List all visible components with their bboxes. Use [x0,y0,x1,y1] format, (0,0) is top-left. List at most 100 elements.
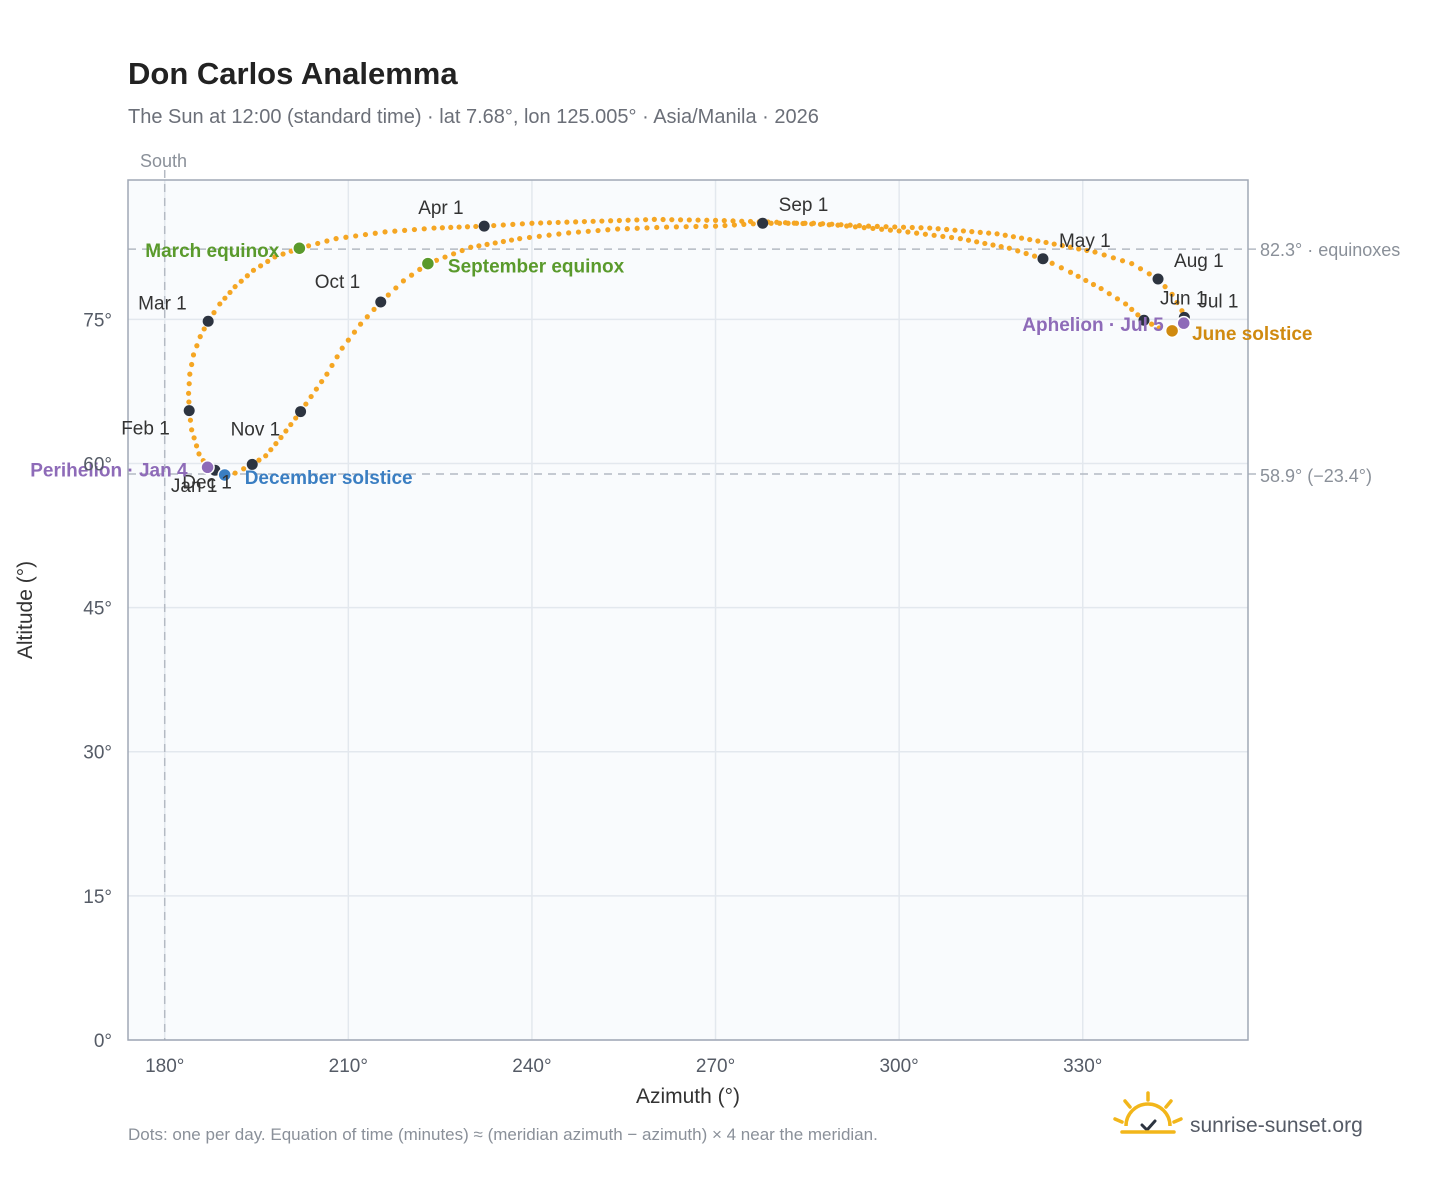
daily-dot [211,310,217,316]
daily-dot [581,218,587,225]
daily-dot [345,337,351,343]
daily-dot [372,230,378,236]
y-tick-label: 45° [83,599,112,620]
daily-dot [1106,291,1112,297]
event-label: Aphelion · Jul 5 [1022,315,1164,336]
daily-dot [931,232,937,238]
daily-dot [529,220,535,226]
daily-dot [517,236,523,242]
daily-dot [1169,291,1175,297]
daily-dot [852,224,859,230]
daily-dot [1015,248,1021,254]
plot-frame [127,179,1249,1041]
daily-dot [595,227,601,234]
daily-dot [1146,271,1152,277]
daily-dot [599,218,605,224]
daily-dot [847,222,853,228]
daily-dot [194,343,200,349]
month-marker [1152,273,1164,285]
daily-dot [187,371,193,377]
x-tick-label: 210° [329,1056,368,1077]
daily-dot [1067,269,1074,275]
daily-dot [244,273,250,279]
daily-dot [431,225,437,231]
month-label: Jun 1 [1160,288,1206,309]
daily-dot [197,334,203,340]
daily-dot [227,289,233,296]
daily-dot [1090,281,1097,288]
daily-dot [750,221,756,227]
daily-dot [952,227,958,233]
month-label: Dec 1 [182,472,232,493]
daily-dot [536,233,542,239]
daily-dot [879,226,885,232]
daily-dot [278,434,284,441]
daily-dot [1101,252,1107,258]
x-tick-label: 300° [879,1056,918,1077]
daily-dot [273,441,279,447]
daily-dot [313,386,319,392]
daily-dot [1075,273,1081,279]
daily-dot [1084,247,1090,254]
daily-dot [189,361,195,368]
daily-dot [731,222,737,228]
daily-dot [909,224,915,231]
daily-dot [324,238,330,244]
daily-dot [943,226,950,233]
daily-dot [324,371,330,377]
daily-dot [793,220,800,226]
daily-dot [464,224,471,230]
daily-dot [1035,238,1041,244]
daily-dot [896,228,902,234]
daily-dot [998,244,1004,250]
daily-dot [250,267,257,273]
daily-dot [768,220,774,226]
x-axis-title: Azimuth (°) [636,1085,740,1108]
daily-dot [351,329,358,335]
daily-dot [870,225,876,232]
daily-dot [669,217,675,223]
equinox-ref-label: 82.3° · equinoxes [1260,240,1400,260]
daily-dot [468,244,474,250]
daily-dot [508,237,515,243]
daily-dot [616,217,622,224]
daily-dot [810,220,817,226]
month-label: Jan 1 [171,476,217,497]
daily-dot [538,220,544,226]
daily-dot [861,225,867,231]
chart-subtitle: The Sun at 12:00 (standard time) · lat 7… [128,106,819,128]
month-marker [246,458,258,470]
south-label: South [140,151,187,171]
daily-dot [741,221,747,227]
daily-dot [1002,232,1008,238]
brand-name: sunrise-sunset.org [1190,1114,1363,1137]
daily-dot [450,251,457,257]
daily-dot [887,227,894,233]
daily-dot [1122,301,1129,307]
daily-dot [703,223,709,229]
daily-dot [400,278,407,284]
daily-dot [442,254,448,260]
daily-dot [265,258,271,264]
daily-dot [448,224,454,231]
daily-dot [721,218,727,224]
footnote: Dots: one per day. Equation of time (min… [128,1125,878,1144]
event-marker [217,467,232,483]
x-tick-label: 270° [696,1056,735,1077]
daily-dot [625,217,631,223]
month-label: Jul 1 [1198,291,1238,312]
month-marker [478,220,490,232]
daily-dot [303,401,309,407]
daily-dot [353,233,359,239]
daily-dot [605,227,611,233]
daily-dot [308,393,314,400]
month-marker [1037,253,1049,265]
daily-dot [232,284,238,290]
daily-dot [357,321,364,327]
daily-dot [663,224,670,230]
daily-dot [802,220,808,226]
daily-dot [491,222,497,229]
daily-dot [969,229,975,235]
daily-dot [935,226,941,232]
